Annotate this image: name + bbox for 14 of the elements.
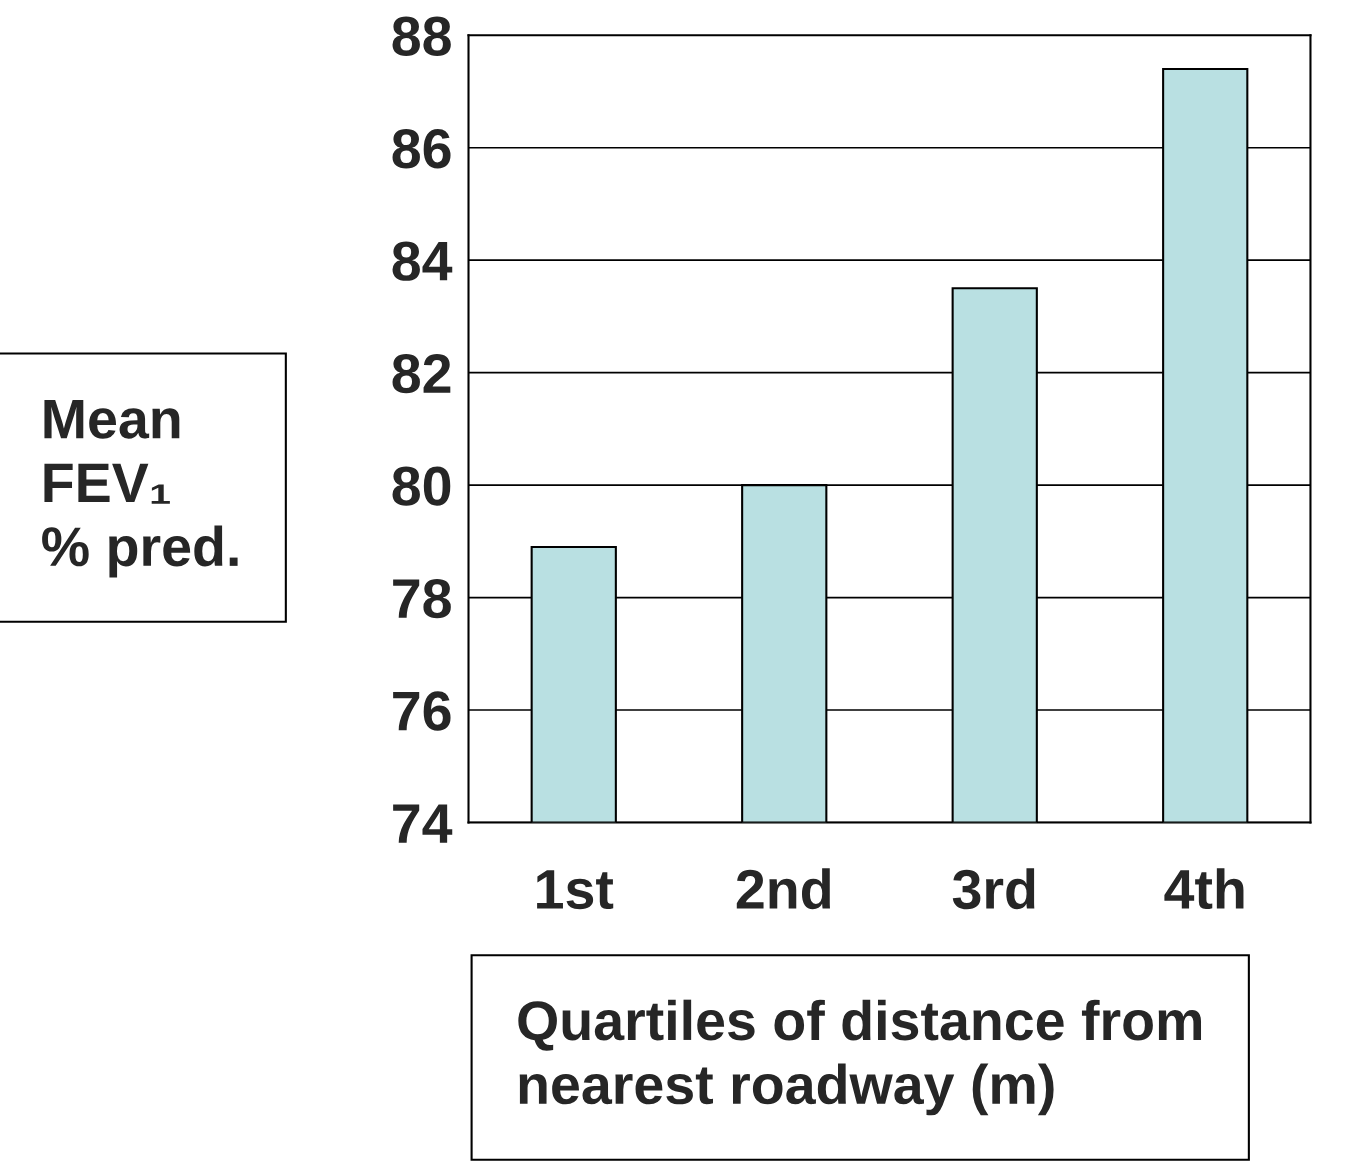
x-axis-title: Quartiles of distance from nearest roadway (m) <box>518 999 1202 1116</box>
x-tick-label: 1st <box>537 870 614 910</box>
y-tick-label: 84 <box>392 241 453 281</box>
y-tick-label: 82 <box>392 353 451 394</box>
y-tick-label: 86 <box>392 129 451 169</box>
y-tick-label: 88 <box>392 16 451 56</box>
x-tick-label: 4th <box>1164 868 1244 910</box>
x-tick-label: 3rd <box>952 868 1035 910</box>
y-axis-title: Mean FEV₁ % pred. <box>42 399 238 578</box>
y-tick-label: 78 <box>393 578 451 619</box>
x-tick-label: 2nd <box>736 868 830 910</box>
y-tick-label: 74 <box>393 804 453 843</box>
y-tick-label: 76 <box>393 691 451 731</box>
y-tick-label: 80 <box>392 466 451 506</box>
